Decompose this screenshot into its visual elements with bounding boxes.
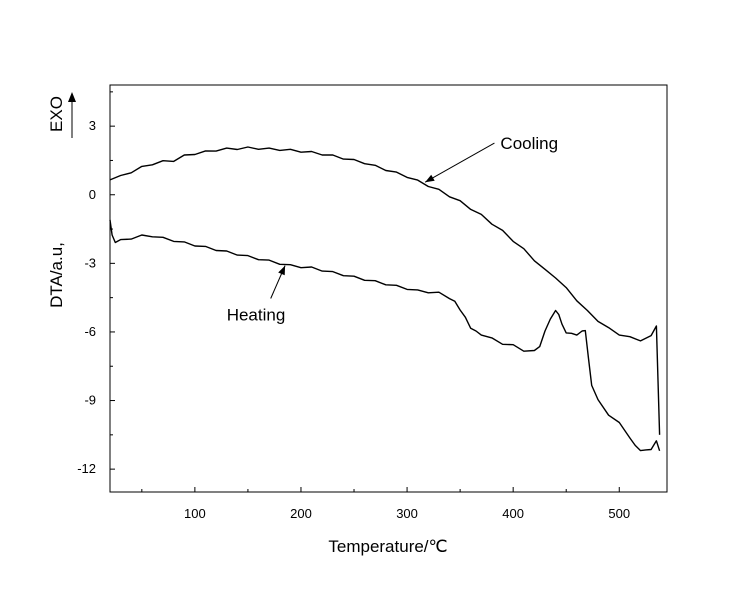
series-line-0 [109, 146, 661, 435]
x-tick-label: 400 [502, 506, 524, 521]
y-tick-label: -3 [84, 255, 96, 270]
annotation-label-0: Cooling [500, 134, 558, 153]
y-axis-title: DTA/a.u, [47, 242, 66, 308]
annotation-arrow-0 [424, 142, 495, 183]
series-lines [109, 146, 661, 452]
x-axis-title: Temperature/℃ [328, 537, 447, 556]
y-tick-label: -9 [84, 393, 96, 408]
annotations: Cooling Heating [227, 134, 558, 324]
annotation-label-1: Heating [227, 306, 286, 325]
y-tick-label: -12 [77, 461, 96, 476]
x-tick-label: 200 [290, 506, 312, 521]
y-tick-label: 0 [89, 187, 96, 202]
plot-frame [109, 84, 668, 493]
x-ticks: 100 200 300 400 500 [141, 487, 630, 521]
y-tick-label: -6 [84, 324, 96, 339]
series-line-1 [109, 219, 661, 452]
x-tick-label: 100 [184, 506, 206, 521]
annotation-arrowhead-0 [425, 174, 435, 183]
x-tick-label: 300 [396, 506, 418, 521]
exo-label: EXO [47, 96, 66, 132]
annotation-arrowhead-1 [278, 265, 286, 276]
exo-arrow-head [68, 92, 76, 102]
y-tick-label: 3 [89, 118, 96, 133]
x-tick-label: 500 [608, 506, 630, 521]
y-ticks: 3 0 -3 -6 -9 -12 [77, 91, 115, 476]
